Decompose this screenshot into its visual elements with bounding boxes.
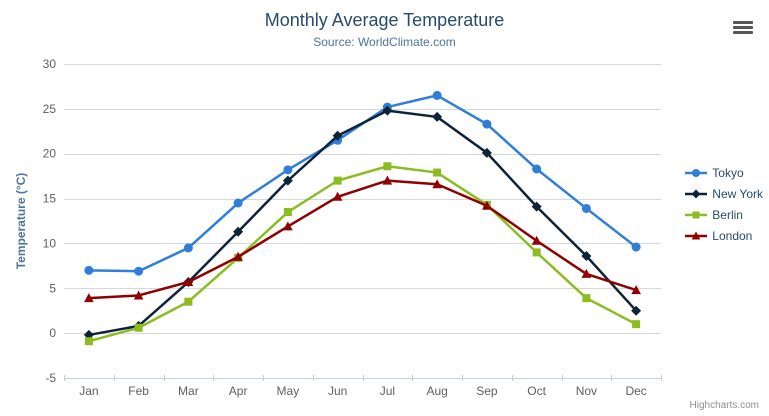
marker-london-jun[interactable] [332,191,343,201]
x-tick-label: Nov [576,384,597,398]
marker-london-sep[interactable] [482,200,492,210]
marker-new-york-aug[interactable] [432,111,443,122]
y-tick-label: -5 [45,371,56,385]
marker-tokyo-mar[interactable] [183,243,193,253]
marker-london-nov[interactable] [581,268,592,278]
marker-new-york-nov[interactable] [581,250,592,261]
marker-new-york-apr[interactable] [233,226,244,237]
marker-london-feb[interactable] [133,290,144,300]
series-line-london [87,179,638,300]
x-tick-label: Sep [476,384,498,398]
y-tick-label: 5 [49,281,56,295]
marker-tokyo-sep[interactable] [482,119,492,129]
marker-london-jul[interactable] [382,175,393,185]
marker-new-york-jun[interactable] [332,130,343,141]
marker-berlin-mar[interactable] [184,297,193,306]
chart-subtitle: Source: WorldClimate.com [313,35,456,49]
x-tick-label: Jul [380,384,395,398]
legend-item-new-york[interactable]: New York [685,185,763,202]
marker-new-york-jul[interactable] [382,105,393,116]
marker-tokyo-feb[interactable] [134,266,144,276]
x-tick-label: Jun [328,384,347,398]
marker-tokyo-jan[interactable] [84,265,94,275]
legend-label: Berlin [712,207,743,222]
legend-marker-berlin-icon [685,211,708,218]
marker-tokyo-aug[interactable] [432,90,442,100]
marker-tokyo-nov[interactable] [581,203,591,213]
marker-london-mar[interactable] [183,277,194,287]
credits-link[interactable]: Highcharts.com [689,400,759,411]
legend-label: New York [712,186,763,201]
marker-london-jan[interactable] [84,293,94,303]
marker-new-york-sep[interactable] [481,147,492,158]
marker-tokyo-apr[interactable] [233,198,243,208]
series-line-tokyo [87,94,638,273]
marker-berlin-jul[interactable] [383,162,392,171]
x-tick-label: Aug [426,384,447,398]
marker-london-oct[interactable] [531,235,542,245]
marker-tokyo-may[interactable] [283,165,293,175]
marker-berlin-nov[interactable] [582,294,591,303]
marker-london-aug[interactable] [432,179,442,189]
marker-berlin-jun[interactable] [333,176,342,185]
legend: Tokyo New York Berlin London [685,164,763,248]
y-tick-label: 30 [43,57,57,71]
legend-label: London [712,228,753,243]
x-tick-label: May [277,384,300,398]
x-tick-label: Apr [229,384,248,398]
marker-new-york-dec[interactable] [631,305,642,316]
legend-marker-new-york-icon [685,189,708,198]
hamburger-icon [733,21,753,34]
chart-title: Monthly Average Temperature [264,10,505,30]
series-line-new-york [87,109,638,337]
marker-berlin-may[interactable] [283,208,292,217]
marker-tokyo-oct[interactable] [532,164,542,174]
legend-label: Tokyo [712,165,744,180]
marker-berlin-dec[interactable] [632,320,641,329]
marker-london-dec[interactable] [631,285,641,295]
marker-tokyo-dec[interactable] [631,242,641,252]
marker-new-york-may[interactable] [282,175,293,186]
legend-item-berlin[interactable]: Berlin [685,206,763,223]
y-tick-label: 15 [43,192,57,206]
x-tick-label: Mar [178,384,199,398]
series-line-berlin [87,165,638,343]
y-tick-label: 0 [49,326,56,340]
marker-berlin-feb[interactable] [134,323,143,332]
export-menu-button[interactable] [731,17,755,37]
x-tick-label: Dec [625,384,646,398]
y-tick-label: 10 [43,236,57,250]
legend-marker-tokyo-icon [685,168,708,177]
marker-berlin-jan[interactable] [84,337,93,346]
marker-berlin-oct[interactable] [532,248,541,257]
y-tick-label: 20 [43,147,57,161]
legend-item-london[interactable]: London [685,227,763,244]
marker-new-york-oct[interactable] [531,201,542,212]
y-tick-label: 25 [43,102,57,116]
x-tick-label: Oct [527,384,546,398]
marker-berlin-aug[interactable] [433,168,442,177]
y-axis-title: Temperature (°C) [14,173,28,270]
marker-london-may[interactable] [283,221,293,231]
x-tick-label: Feb [128,384,149,398]
x-tick-label: Jan [79,384,98,398]
legend-item-tokyo[interactable]: Tokyo [685,164,763,181]
legend-marker-london-icon [685,231,708,239]
marker-london-apr[interactable] [233,251,243,261]
